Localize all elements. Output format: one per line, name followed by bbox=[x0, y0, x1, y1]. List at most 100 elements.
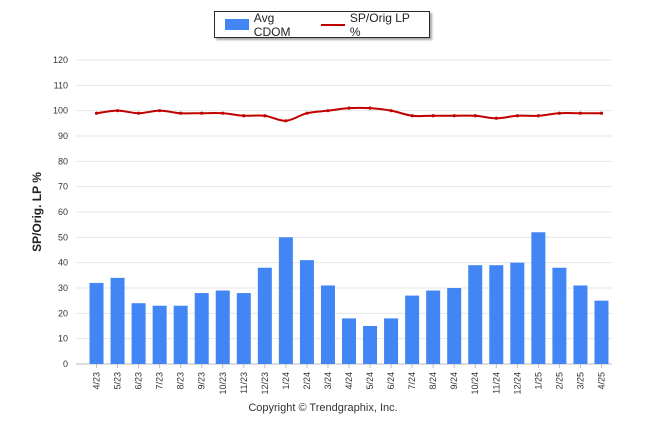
y-tick-label: 20 bbox=[58, 308, 68, 318]
y-tick-label: 50 bbox=[58, 232, 68, 242]
point-sp-orig-lp[interactable] bbox=[599, 111, 604, 115]
point-sp-orig-lp[interactable] bbox=[452, 114, 456, 118]
x-tick-label: 8/24 bbox=[428, 372, 438, 390]
x-tick-label: 12/23 bbox=[260, 372, 270, 395]
bar-avg-cdom[interactable] bbox=[363, 326, 378, 364]
y-tick-label: 30 bbox=[58, 283, 68, 293]
y-tick-label: 0 bbox=[63, 359, 68, 369]
point-sp-orig-lp[interactable] bbox=[515, 114, 519, 118]
y-tick-label: 110 bbox=[54, 80, 68, 90]
x-tick-label: 10/24 bbox=[470, 372, 480, 395]
point-sp-orig-lp[interactable] bbox=[473, 114, 477, 118]
x-tick-label: 6/23 bbox=[134, 372, 144, 390]
x-tick-label: 3/25 bbox=[575, 372, 585, 390]
x-tick-label: 2/25 bbox=[554, 372, 564, 390]
point-sp-orig-lp[interactable] bbox=[94, 111, 99, 115]
x-tick-label: 10/23 bbox=[218, 372, 228, 395]
point-sp-orig-lp[interactable] bbox=[431, 114, 435, 118]
point-sp-orig-lp[interactable] bbox=[200, 111, 204, 115]
bar-avg-cdom[interactable] bbox=[489, 265, 504, 364]
point-sp-orig-lp[interactable] bbox=[305, 111, 309, 115]
y-tick-label: 40 bbox=[58, 258, 68, 268]
bar-avg-cdom[interactable] bbox=[278, 237, 293, 364]
x-tick-label: 3/24 bbox=[323, 372, 333, 390]
y-tick-label: 60 bbox=[58, 207, 68, 217]
bar-avg-cdom[interactable] bbox=[594, 300, 609, 364]
bar-avg-cdom[interactable] bbox=[173, 305, 188, 364]
x-tick-label: 2/24 bbox=[302, 372, 312, 390]
x-tick-label: 1/25 bbox=[533, 372, 543, 390]
point-sp-orig-lp[interactable] bbox=[115, 109, 120, 113]
x-tick-label: 9/23 bbox=[197, 372, 207, 390]
y-tick-label: 90 bbox=[58, 131, 68, 141]
point-sp-orig-lp[interactable] bbox=[347, 106, 351, 110]
point-sp-orig-lp[interactable] bbox=[284, 119, 288, 123]
bar-avg-cdom[interactable] bbox=[89, 282, 104, 364]
x-tick-label: 11/23 bbox=[239, 372, 249, 394]
bar-avg-cdom[interactable] bbox=[426, 290, 441, 364]
legend-label-sp-orig-lp: SP/Orig LP % bbox=[349, 10, 410, 39]
x-tick-label: 7/24 bbox=[407, 372, 417, 390]
y-tick-label: 100 bbox=[53, 106, 68, 116]
legend-item-avg-cdom[interactable]: Avg CDOM bbox=[225, 11, 307, 39]
x-tick-label: 8/23 bbox=[176, 372, 186, 390]
bar-avg-cdom[interactable] bbox=[110, 277, 125, 364]
copyright-text: Copyright © Trendgraphix, Inc. bbox=[248, 402, 398, 414]
y-tick-label: 120 bbox=[53, 55, 68, 65]
legend-swatch-line bbox=[321, 23, 345, 26]
point-sp-orig-lp[interactable] bbox=[557, 111, 562, 115]
x-tick-label: 9/24 bbox=[449, 372, 459, 390]
x-tick-label: 4/25 bbox=[596, 372, 606, 390]
point-sp-orig-lp[interactable] bbox=[158, 109, 162, 113]
point-sp-orig-lp[interactable] bbox=[137, 111, 141, 115]
bar-avg-cdom[interactable] bbox=[405, 295, 420, 364]
point-sp-orig-lp[interactable] bbox=[389, 109, 393, 113]
y-tick-label: 80 bbox=[58, 156, 68, 166]
point-sp-orig-lp[interactable] bbox=[494, 116, 498, 120]
line-sp-orig-lp[interactable] bbox=[96, 106, 602, 122]
bar-avg-cdom[interactable] bbox=[257, 267, 272, 364]
axis-layer: 0 10 20 30 40 50 60 70 80 90 100 110 120 4/23 5/23 6/23… bbox=[53, 55, 612, 395]
chart-legend: Avg CDOM SP/Orig LP % bbox=[214, 11, 430, 39]
bar-layer bbox=[89, 232, 609, 364]
bar-avg-cdom[interactable] bbox=[447, 288, 462, 364]
line-layer bbox=[94, 106, 604, 123]
point-sp-orig-lp[interactable] bbox=[410, 114, 414, 118]
point-sp-orig-lp[interactable] bbox=[263, 114, 267, 118]
x-tick-label: 4/23 bbox=[92, 372, 102, 390]
y-tick-label: 70 bbox=[58, 182, 68, 192]
x-tick-label: 5/24 bbox=[365, 372, 375, 390]
bar-avg-cdom[interactable] bbox=[236, 293, 251, 364]
bar-avg-cdom[interactable] bbox=[299, 260, 314, 364]
point-sp-orig-lp[interactable] bbox=[242, 114, 246, 118]
bar-avg-cdom[interactable] bbox=[384, 318, 399, 364]
bar-avg-cdom[interactable] bbox=[194, 293, 209, 364]
bar-avg-cdom[interactable] bbox=[552, 267, 567, 364]
point-sp-orig-lp[interactable] bbox=[221, 111, 225, 115]
bar-avg-cdom[interactable] bbox=[320, 285, 335, 364]
chart-canvas: 0 10 20 30 40 50 60 70 80 90 100 110 120 4/23 5/23 6/23… bbox=[30, 55, 612, 395]
legend-item-sp-orig-lp[interactable]: SP/Orig LP % bbox=[321, 11, 415, 39]
legend-swatch-bar bbox=[225, 19, 249, 30]
x-tick-label: 6/24 bbox=[386, 372, 396, 390]
point-sp-orig-lp[interactable] bbox=[578, 111, 583, 115]
point-sp-orig-lp[interactable] bbox=[179, 111, 183, 115]
y-tick-label: 10 bbox=[58, 334, 68, 344]
bar-avg-cdom[interactable] bbox=[152, 305, 167, 364]
x-tick-label: 4/24 bbox=[344, 372, 354, 390]
bar-avg-cdom[interactable] bbox=[131, 303, 146, 364]
point-sp-orig-lp[interactable] bbox=[536, 114, 540, 118]
y-axis-title: SP/Orig. LP % bbox=[30, 172, 44, 252]
point-sp-orig-lp[interactable] bbox=[368, 106, 372, 110]
legend-label-avg-cdom: Avg CDOM bbox=[253, 10, 291, 39]
bar-avg-cdom[interactable] bbox=[573, 285, 588, 364]
point-sp-orig-lp[interactable] bbox=[326, 109, 330, 113]
bar-avg-cdom[interactable] bbox=[468, 265, 483, 364]
x-tick-label: 12/24 bbox=[512, 372, 522, 395]
bar-avg-cdom[interactable] bbox=[342, 318, 356, 364]
x-tick-label: 5/23 bbox=[113, 372, 123, 390]
bar-avg-cdom[interactable] bbox=[510, 262, 525, 364]
bar-avg-cdom[interactable] bbox=[531, 232, 546, 364]
bar-avg-cdom[interactable] bbox=[215, 290, 230, 364]
x-tick-label: 7/23 bbox=[155, 372, 165, 390]
